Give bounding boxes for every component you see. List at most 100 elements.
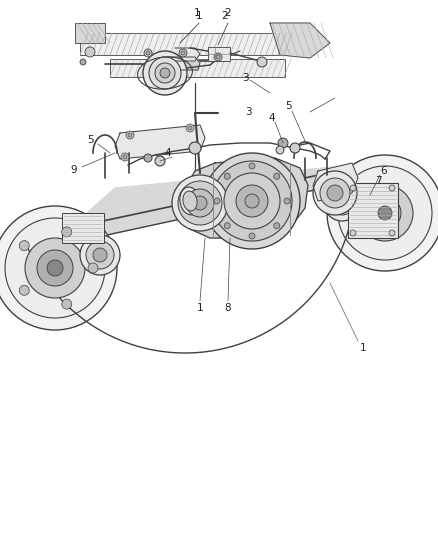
- Circle shape: [155, 156, 165, 166]
- Circle shape: [189, 142, 201, 154]
- Bar: [208, 47, 230, 61]
- Polygon shape: [313, 163, 358, 201]
- Circle shape: [274, 223, 280, 229]
- Ellipse shape: [180, 187, 200, 215]
- Circle shape: [149, 57, 181, 89]
- Text: 9: 9: [71, 165, 78, 175]
- Circle shape: [144, 49, 152, 57]
- Circle shape: [5, 218, 105, 318]
- Circle shape: [274, 173, 280, 179]
- Text: 4: 4: [268, 113, 276, 123]
- Circle shape: [389, 230, 395, 236]
- Polygon shape: [175, 48, 200, 61]
- Circle shape: [19, 285, 29, 295]
- Text: 7: 7: [374, 176, 381, 186]
- Circle shape: [62, 227, 72, 237]
- Polygon shape: [70, 163, 375, 243]
- Text: 8: 8: [225, 303, 231, 313]
- Circle shape: [313, 171, 357, 215]
- Circle shape: [126, 131, 134, 139]
- Circle shape: [350, 185, 356, 191]
- Circle shape: [224, 223, 230, 229]
- Circle shape: [249, 163, 255, 169]
- Circle shape: [186, 124, 194, 132]
- Circle shape: [236, 185, 268, 217]
- Circle shape: [338, 166, 432, 260]
- Bar: [110, 59, 285, 77]
- Circle shape: [193, 196, 207, 210]
- Circle shape: [172, 175, 228, 231]
- Text: 2: 2: [225, 8, 231, 18]
- Circle shape: [212, 161, 292, 241]
- Circle shape: [214, 198, 220, 204]
- Polygon shape: [115, 125, 205, 159]
- Circle shape: [155, 63, 175, 83]
- Circle shape: [62, 299, 72, 309]
- Text: 4: 4: [165, 148, 171, 158]
- Text: 1: 1: [197, 303, 203, 313]
- Circle shape: [121, 153, 129, 161]
- Circle shape: [188, 126, 192, 130]
- Text: 1: 1: [194, 8, 200, 18]
- Circle shape: [186, 189, 214, 217]
- Text: 5: 5: [286, 101, 292, 111]
- Circle shape: [214, 53, 222, 61]
- Circle shape: [224, 173, 230, 179]
- Text: 1: 1: [360, 343, 366, 353]
- Circle shape: [327, 185, 343, 201]
- Circle shape: [80, 59, 86, 65]
- Circle shape: [327, 155, 438, 271]
- Text: 3: 3: [245, 107, 251, 117]
- Circle shape: [25, 238, 85, 298]
- Circle shape: [245, 194, 259, 208]
- Circle shape: [85, 47, 95, 57]
- Circle shape: [88, 263, 98, 273]
- Circle shape: [19, 241, 29, 251]
- Text: 6: 6: [381, 166, 387, 176]
- Circle shape: [123, 155, 127, 159]
- Circle shape: [144, 154, 152, 162]
- Circle shape: [143, 51, 187, 95]
- Circle shape: [278, 138, 288, 148]
- Text: 5: 5: [87, 135, 93, 145]
- Circle shape: [324, 185, 360, 221]
- Circle shape: [80, 235, 120, 275]
- Polygon shape: [168, 57, 200, 70]
- Circle shape: [93, 248, 107, 262]
- Polygon shape: [183, 158, 308, 238]
- Circle shape: [86, 241, 114, 269]
- Circle shape: [47, 260, 63, 276]
- Circle shape: [146, 51, 150, 55]
- Circle shape: [0, 206, 117, 330]
- Text: 1: 1: [196, 11, 202, 21]
- Bar: [80, 33, 285, 55]
- Bar: [62, 213, 104, 243]
- Circle shape: [330, 191, 354, 215]
- Circle shape: [178, 181, 222, 225]
- Circle shape: [37, 250, 73, 286]
- Circle shape: [389, 185, 395, 191]
- Bar: [348, 183, 398, 238]
- Circle shape: [357, 185, 413, 241]
- Circle shape: [276, 146, 284, 154]
- Circle shape: [290, 143, 300, 153]
- Circle shape: [249, 233, 255, 239]
- Circle shape: [284, 198, 290, 204]
- Circle shape: [350, 230, 356, 236]
- Circle shape: [181, 51, 185, 55]
- Circle shape: [257, 57, 267, 67]
- Polygon shape: [270, 23, 330, 58]
- Circle shape: [320, 178, 350, 208]
- Circle shape: [378, 206, 392, 220]
- Bar: [75, 23, 105, 43]
- Circle shape: [204, 153, 300, 249]
- Circle shape: [160, 68, 170, 78]
- Circle shape: [216, 55, 220, 59]
- Text: 3: 3: [242, 73, 248, 83]
- Circle shape: [128, 133, 132, 137]
- Circle shape: [369, 197, 401, 229]
- Circle shape: [179, 49, 187, 57]
- Text: 2: 2: [222, 11, 228, 21]
- Ellipse shape: [183, 191, 197, 211]
- Circle shape: [224, 173, 280, 229]
